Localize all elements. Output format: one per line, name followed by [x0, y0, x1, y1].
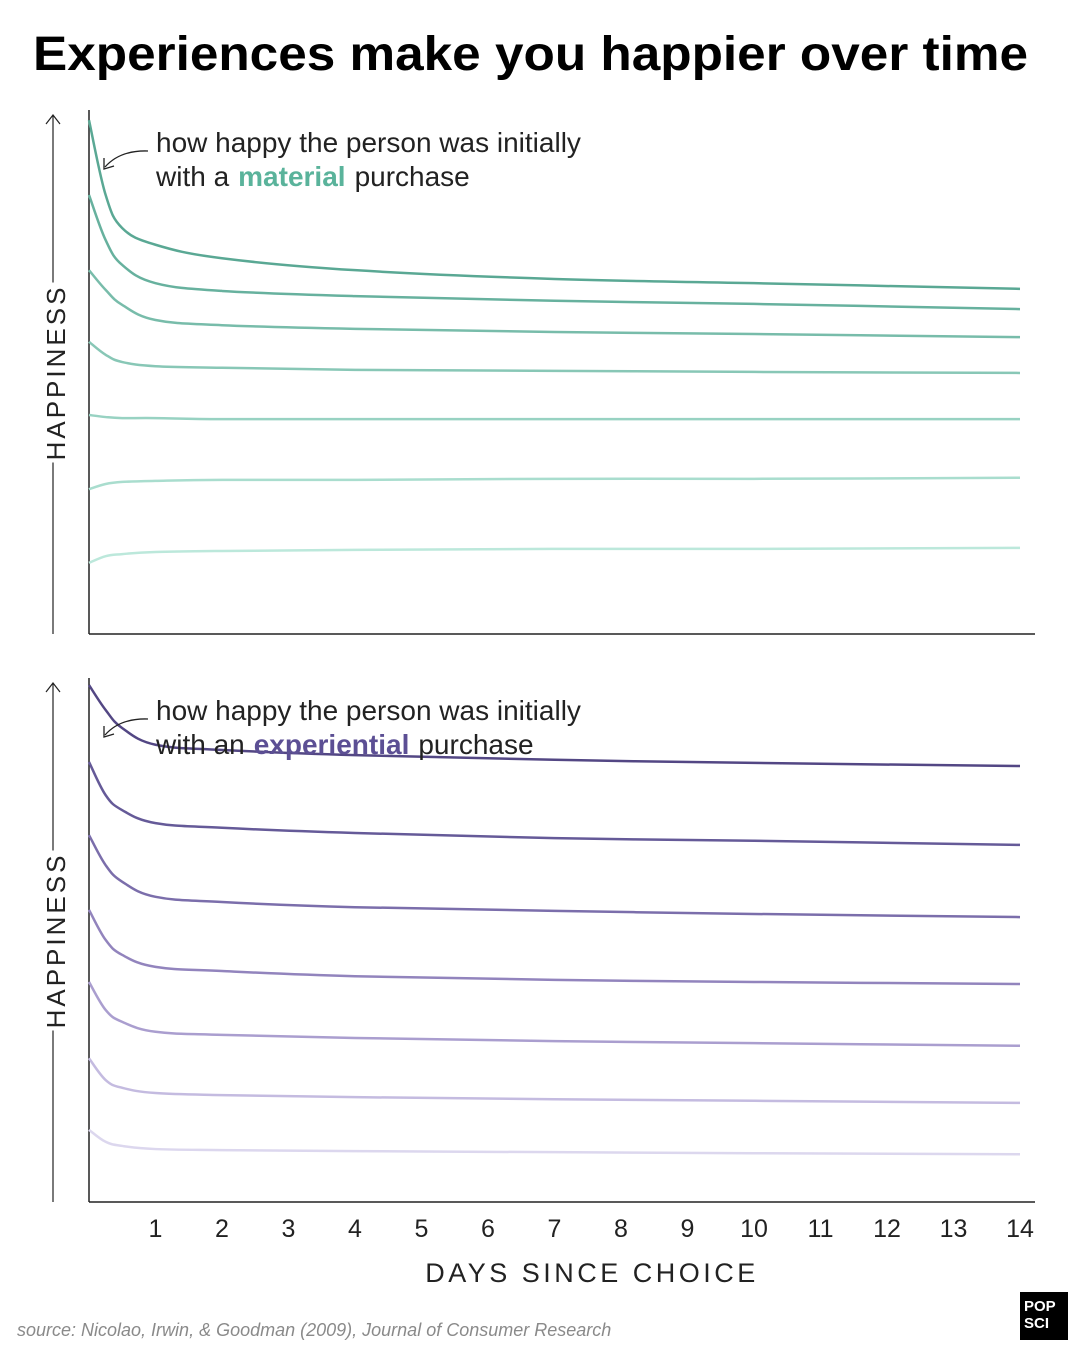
annotation: with an experiential purchase: [155, 729, 534, 760]
annotation-highlight: material: [238, 161, 345, 192]
y-label: HAPPINESS: [41, 285, 71, 461]
series-line: [88, 476, 1021, 491]
x-tick-label: 9: [681, 1215, 695, 1243]
annotation-part: purchase: [355, 161, 470, 192]
x-tick-label: 10: [740, 1215, 768, 1243]
annotation-arrow: [104, 718, 149, 736]
x-tick-label: 8: [614, 1215, 628, 1243]
series-line: [87, 909, 1021, 986]
x-tick-label: 4: [348, 1215, 362, 1243]
x-tick-label: 12: [873, 1215, 901, 1243]
x-tick-label: 1: [149, 1215, 163, 1243]
x-tick-label: 2: [215, 1215, 229, 1243]
y-label-gap: [40, 282, 66, 463]
annotation-part: with a: [155, 161, 230, 192]
y-arrow-head: [45, 682, 61, 693]
annotation-arrow-head: [103, 158, 115, 170]
series-line: [88, 340, 1021, 375]
x-axis-label: DAYS SINCE CHOICE: [425, 1258, 759, 1288]
series-line: [87, 981, 1021, 1048]
logo-box: [1020, 1292, 1068, 1340]
annotation: how happy the person was initially: [156, 695, 581, 726]
annotation-part: purchase: [418, 729, 533, 760]
annotation-highlight: experiential: [254, 729, 410, 760]
x-tick-label: 13: [940, 1215, 968, 1243]
source: source: Nicolao, Irwin, & Goodman (2009)…: [17, 1320, 611, 1340]
x-tick-label: 7: [548, 1215, 562, 1243]
series-line: [88, 546, 1021, 565]
y-arrow-head: [45, 114, 61, 125]
x-tick-label: 11: [808, 1215, 834, 1243]
y-label-gap: [40, 850, 66, 1031]
series-line: [87, 684, 1021, 768]
annotation: how happy the person was initially: [156, 127, 581, 158]
series-line: [88, 413, 1020, 421]
series-line: [87, 1057, 1021, 1105]
series-line: [88, 1128, 1021, 1156]
annotation: with a material purchase: [155, 161, 470, 192]
annotation-arrow-head: [103, 726, 115, 738]
series-line: [87, 194, 1021, 311]
y-label: HAPPINESS: [41, 853, 71, 1029]
page-title: Experiences make you happier over time: [33, 28, 1028, 81]
x-tick-label: 6: [481, 1215, 495, 1243]
logo-text: SCI: [1024, 1315, 1049, 1332]
annotation-part: with an: [155, 729, 245, 760]
series-line: [87, 834, 1021, 919]
x-tick-label: 5: [415, 1215, 429, 1243]
series-line: [88, 269, 1021, 339]
logo-text: POP: [1024, 1298, 1056, 1315]
series-line: [87, 761, 1021, 847]
annotation-arrow: [104, 150, 149, 168]
x-tick-label: 3: [282, 1215, 296, 1243]
x-tick-label: 14: [1006, 1215, 1034, 1243]
series-line: [87, 119, 1021, 291]
